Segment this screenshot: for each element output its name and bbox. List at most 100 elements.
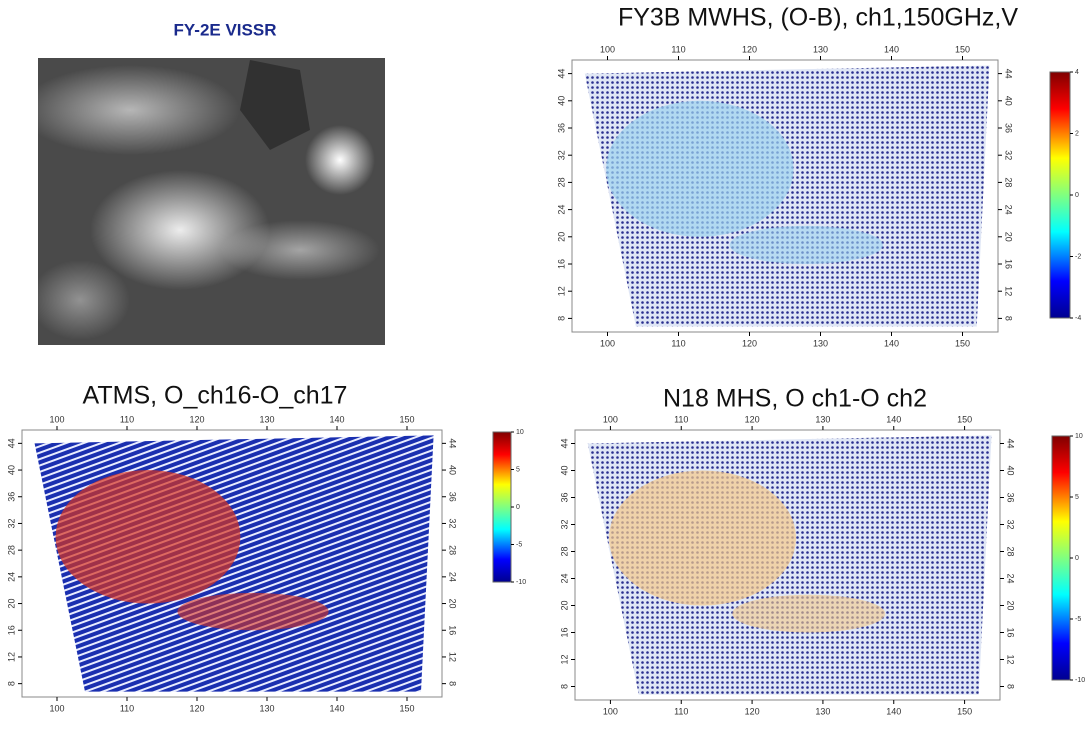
lon-label: 150: [399, 703, 414, 713]
lat-label: 20: [1006, 600, 1016, 610]
lat-label: 20: [6, 599, 16, 609]
lat-label: 28: [556, 177, 566, 187]
lat-label: 40: [559, 465, 569, 475]
lon-label: 130: [259, 703, 274, 713]
lon-label: 130: [815, 414, 830, 424]
lat-label: 12: [556, 286, 566, 296]
lat-label: 24: [448, 572, 458, 582]
panel-title: FY-2E VISSR: [174, 20, 277, 39]
lon-label: 110: [120, 414, 134, 424]
lat-label: 16: [1006, 627, 1016, 637]
swath-feature: [177, 592, 329, 631]
lon-label: 130: [815, 706, 830, 716]
lat-label: 44: [556, 69, 566, 79]
colorbar-label: 2: [1075, 130, 1079, 137]
colorbar-label: -5: [1075, 616, 1081, 623]
lon-label: 100: [600, 338, 615, 348]
lon-label: 100: [603, 414, 618, 424]
colorbar-label: -5: [516, 541, 522, 548]
lat-label: 28: [448, 545, 458, 555]
lon-label: 140: [886, 414, 901, 424]
colorbar-label: -10: [516, 579, 526, 586]
lon-label: 150: [957, 706, 972, 716]
lon-label: 100: [49, 703, 64, 713]
lon-label: 100: [49, 414, 64, 424]
lat-label: 16: [448, 625, 458, 635]
panel-title: FY3B MWHS, (O-B), ch1,150GHz,V: [618, 4, 1018, 32]
lat-label: 40: [556, 96, 566, 106]
lat-label: 44: [448, 438, 458, 448]
lat-label: 36: [556, 123, 566, 133]
lat-label: 40: [6, 465, 16, 475]
lon-label: 110: [671, 44, 685, 54]
lon-label: 130: [813, 44, 828, 54]
lat-label: 8: [556, 316, 566, 321]
lat-label: 40: [448, 465, 458, 475]
lon-label: 110: [671, 338, 685, 348]
lat-label: 12: [1006, 654, 1016, 664]
colorbar-label: 0: [1075, 555, 1079, 562]
lat-label: 24: [556, 205, 566, 215]
lon-label: 140: [329, 414, 344, 424]
lat-label: 44: [1006, 438, 1016, 448]
lon-label: 140: [884, 44, 899, 54]
lat-label: 20: [1004, 232, 1014, 242]
lat-label: 32: [1006, 519, 1016, 529]
lat-label: 8: [448, 681, 458, 686]
lon-label: 100: [603, 706, 618, 716]
swath-feature: [55, 470, 241, 604]
lat-label: 36: [6, 492, 16, 502]
lon-label: 140: [884, 338, 899, 348]
lon-label: 120: [742, 44, 757, 54]
lat-label: 16: [6, 625, 16, 635]
lat-label: 24: [1006, 573, 1016, 583]
lat-label: 20: [448, 599, 458, 609]
lat-label: 36: [1004, 123, 1014, 133]
lat-label: 36: [559, 492, 569, 502]
lon-label: 110: [674, 414, 688, 424]
lat-label: 28: [6, 545, 16, 555]
lat-label: 20: [559, 600, 569, 610]
colorbar-label: 10: [516, 429, 524, 436]
swath-feature: [606, 100, 794, 237]
lon-label: 150: [957, 414, 972, 424]
lon-label: 110: [674, 706, 688, 716]
lat-label: 8: [559, 684, 569, 689]
panel-title: N18 MHS, O ch1-O ch2: [663, 385, 927, 413]
colorbar-label: 5: [1075, 494, 1079, 501]
lon-label: 110: [120, 703, 134, 713]
lat-label: 40: [1004, 96, 1014, 106]
swath-feature: [609, 470, 796, 606]
lat-label: 32: [6, 518, 16, 528]
lat-label: 32: [1004, 150, 1014, 160]
colorbar-label: 4: [1075, 69, 1079, 76]
colorbar-label: -10: [1075, 677, 1085, 684]
lon-label: 140: [886, 706, 901, 716]
colorbar-label: 0: [1075, 192, 1079, 199]
lat-label: 28: [559, 546, 569, 556]
lat-label: 24: [559, 573, 569, 583]
lat-label: 44: [559, 438, 569, 448]
satellite-image: [20, 58, 385, 345]
lat-label: 28: [1006, 546, 1016, 556]
lat-label: 8: [6, 681, 16, 686]
lat-label: 12: [6, 652, 16, 662]
lat-label: 8: [1004, 316, 1014, 321]
colorbar-label: 10: [1075, 433, 1083, 440]
lat-label: 20: [556, 232, 566, 242]
lon-label: 120: [745, 706, 760, 716]
lon-label: 130: [813, 338, 828, 348]
lat-label: 36: [1006, 492, 1016, 502]
colorbar: [1051, 435, 1071, 681]
swath-feature: [732, 594, 886, 633]
lat-label: 12: [559, 654, 569, 664]
lon-label: 120: [189, 414, 204, 424]
lat-label: 32: [448, 518, 458, 528]
swath-feature: [729, 225, 883, 264]
lat-label: 12: [1004, 286, 1014, 296]
lat-label: 44: [6, 438, 16, 448]
lat-label: 32: [559, 519, 569, 529]
lon-label: 140: [329, 703, 344, 713]
lat-label: 44: [1004, 69, 1014, 79]
